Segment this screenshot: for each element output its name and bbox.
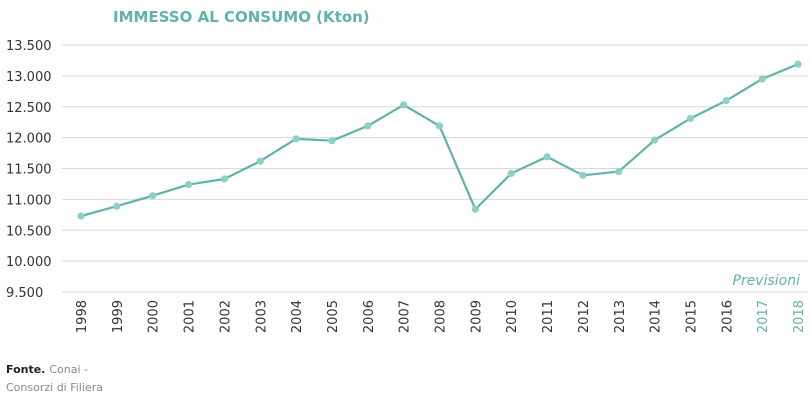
data-point	[435, 122, 444, 130]
x-tick-label: 1998	[75, 300, 90, 333]
x-tick-label: 2003	[254, 300, 269, 333]
data-point	[113, 202, 121, 210]
y-tick-label: 10.000	[6, 255, 52, 270]
x-tick-label: 2016	[720, 300, 735, 333]
data-point	[686, 114, 695, 123]
data-point	[615, 167, 623, 176]
x-tick-label: 2015	[684, 300, 699, 333]
y-tick-label: 11.500	[6, 163, 52, 178]
x-tick-label: 2017	[756, 300, 771, 333]
data-point	[184, 180, 193, 189]
x-tick-label: 2011	[541, 300, 556, 333]
y-tick-label: 9.500	[6, 286, 43, 301]
data-point	[328, 137, 336, 145]
y-axis-tick-labels: 9.500 10.000 10.500 11.000 11.500 12.000 12.50…	[6, 39, 52, 301]
x-tick-label: 2002	[218, 300, 233, 333]
x-tick-label: 2018	[792, 300, 807, 333]
data-point	[579, 171, 587, 179]
source-note: Fonte. Conai - Consorzi di Filiera	[6, 361, 116, 397]
data-point	[794, 60, 802, 68]
x-tick-label: 2006	[362, 300, 377, 333]
chart-title: IMMESSO AL CONSUMO (Kton)	[113, 8, 370, 26]
y-tick-label: 10.500	[6, 224, 52, 239]
x-tick-label: 2000	[147, 300, 162, 333]
x-tick-label: 2008	[434, 300, 449, 333]
x-tick-label: 2001	[183, 300, 198, 333]
data-point	[149, 192, 157, 200]
x-tick-label: 2009	[469, 300, 484, 333]
series-line-group	[80, 63, 799, 218]
data-point	[364, 122, 372, 130]
forecast-annotation: Previsioni	[733, 273, 801, 289]
data-point	[507, 169, 515, 178]
data-point	[77, 212, 85, 220]
data-point	[220, 175, 228, 183]
y-tick-label: 13.500	[6, 39, 52, 54]
x-tick-label: 2013	[613, 300, 628, 333]
x-axis-tick-labels: 1998 1999 2000 2001 2002 2003 2004 2005 2006 2007…	[75, 300, 807, 333]
data-point	[722, 96, 730, 105]
data-point	[758, 75, 766, 83]
gridlines	[62, 44, 808, 293]
x-tick-label: 1999	[111, 300, 126, 333]
data-point	[292, 135, 300, 143]
data-point	[471, 205, 479, 213]
x-tick-label: 2010	[505, 300, 520, 333]
data-point	[256, 157, 264, 165]
x-tick-label: 2012	[577, 300, 592, 333]
y-tick-label: 11.000	[6, 193, 52, 208]
data-point	[651, 136, 659, 144]
source-text: Conai - Consorzi di Filiera	[6, 363, 103, 394]
data-point	[543, 153, 551, 161]
x-tick-label: 2014	[649, 300, 664, 333]
y-tick-label: 13.000	[6, 70, 52, 85]
data-point	[400, 101, 408, 109]
y-tick-label: 12.500	[6, 101, 52, 116]
source-label: Fonte.	[6, 363, 46, 376]
x-tick-label: 2007	[398, 300, 413, 333]
x-tick-label: 2004	[290, 300, 305, 333]
series-line	[80, 63, 799, 218]
x-tick-label: 2005	[326, 300, 341, 333]
y-tick-label: 12.000	[6, 132, 52, 147]
data-points	[77, 60, 802, 220]
